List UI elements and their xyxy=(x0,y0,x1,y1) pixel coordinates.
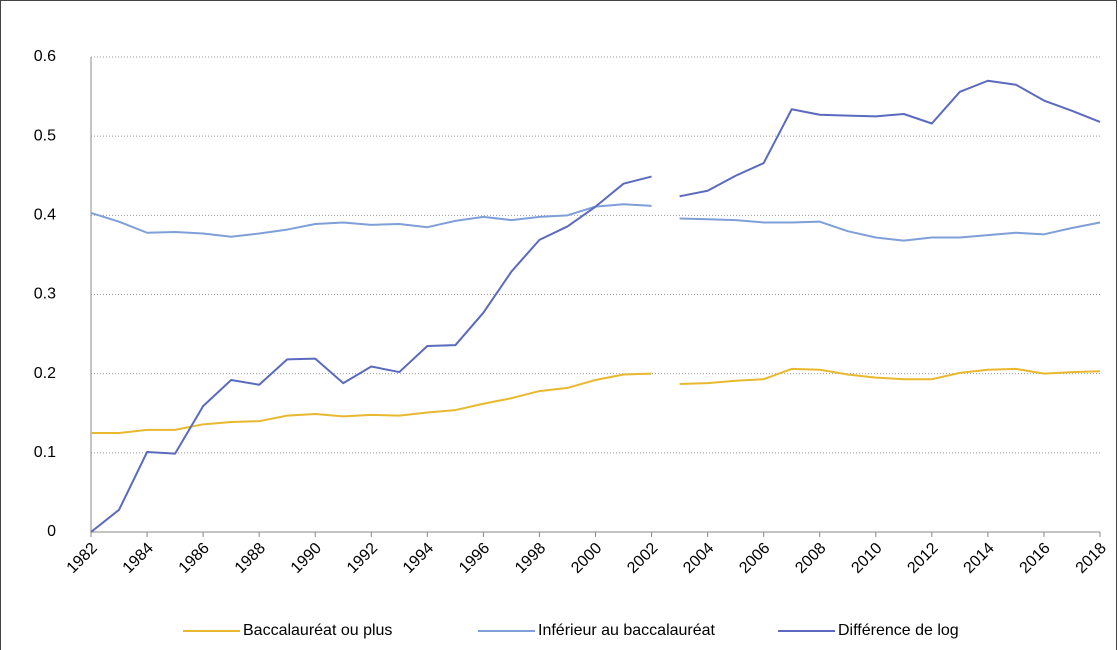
y-tick-label: 0.4 xyxy=(34,207,56,224)
y-tick-label: 0.5 xyxy=(34,127,56,144)
y-tick-label: 0.1 xyxy=(34,444,56,461)
y-tick-label: 0.6 xyxy=(34,48,56,65)
y-tick-label: 0 xyxy=(47,523,56,540)
series-line xyxy=(91,367,1101,435)
y-tick-label: 0.2 xyxy=(34,365,56,382)
legend-label: Baccalauréat ou plus xyxy=(243,622,392,639)
legend-label: Différence de log xyxy=(838,622,959,639)
series-line xyxy=(90,203,1101,242)
legend-label: Inférieur au baccalauréat xyxy=(538,622,716,639)
y-tick-label: 0.3 xyxy=(34,286,56,303)
series-line xyxy=(90,79,1101,533)
